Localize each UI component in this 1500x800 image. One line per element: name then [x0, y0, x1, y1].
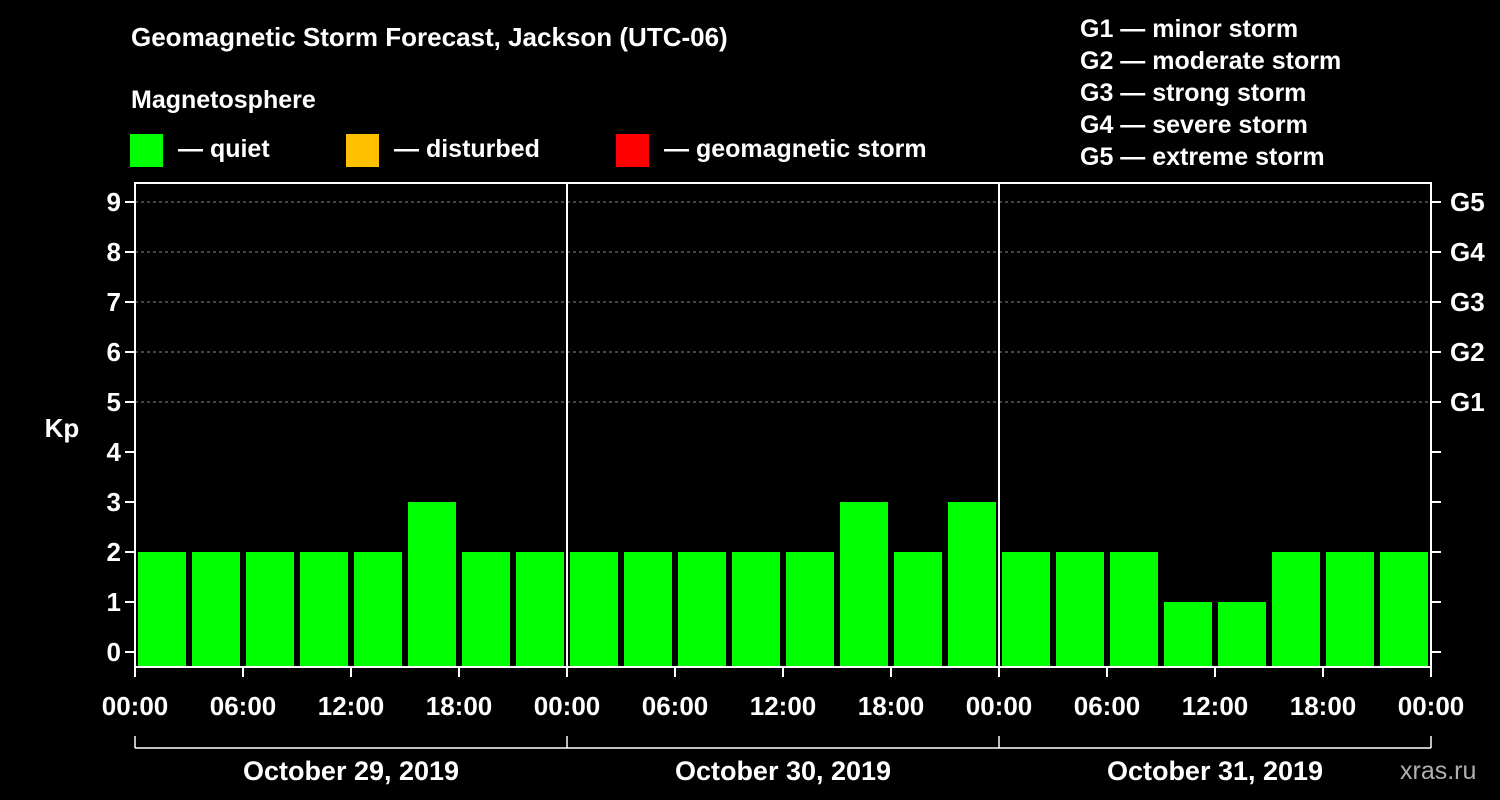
- storm-level-label-g1: G1: [1450, 387, 1485, 417]
- legend-swatch-quiet: [130, 134, 163, 167]
- storm-level-g3: G3 — strong storm: [1080, 79, 1307, 107]
- y-tick-label-0: 0: [107, 637, 121, 667]
- bar-18: [1110, 552, 1158, 667]
- day-label-0: October 29, 2019: [243, 756, 459, 786]
- bar-2: [246, 552, 294, 667]
- bar-14: [894, 552, 942, 667]
- bar-19: [1164, 602, 1212, 667]
- day-label-2: October 31, 2019: [1107, 756, 1323, 786]
- bar-7: [516, 552, 564, 667]
- day-label-1: October 30, 2019: [675, 756, 891, 786]
- x-tick-label-12: 00:00: [1398, 691, 1465, 721]
- bar-17: [1056, 552, 1104, 667]
- y-tick-label-9: 9: [107, 187, 121, 217]
- bar-15: [948, 502, 996, 667]
- x-tick-label-7: 18:00: [858, 691, 925, 721]
- legend-label-quiet: — quiet: [178, 135, 270, 163]
- x-tick-label-6: 12:00: [750, 691, 817, 721]
- y-tick-label-3: 3: [107, 487, 121, 517]
- x-tick-label-0: 00:00: [102, 691, 169, 721]
- storm-level-g1: G1 — minor storm: [1080, 15, 1299, 43]
- legend-swatch-disturbed: [346, 134, 379, 167]
- bar-23: [1380, 552, 1428, 667]
- bar-16: [1002, 552, 1050, 667]
- x-tick-label-11: 18:00: [1290, 691, 1357, 721]
- storm-level-label-g2: G2: [1450, 337, 1485, 367]
- x-tick-label-2: 12:00: [318, 691, 385, 721]
- y-tick-label-5: 5: [107, 387, 121, 417]
- bar-6: [462, 552, 510, 667]
- legend-label-storm: — geomagnetic storm: [664, 135, 927, 163]
- bar-8: [570, 552, 618, 667]
- bar-9: [624, 552, 672, 667]
- bar-0: [138, 552, 186, 667]
- legend-label-disturbed: — disturbed: [394, 135, 540, 163]
- storm-level-label-g4: G4: [1450, 237, 1485, 267]
- y-tick-label-7: 7: [107, 287, 121, 317]
- y-axis-label: Kp: [45, 413, 80, 443]
- legend-title: Magnetosphere: [131, 86, 316, 114]
- storm-level-legend: G1 — minor storm G2 — moderate storm G3 …: [1080, 13, 1341, 173]
- storm-level-label-g5: G5: [1450, 187, 1485, 217]
- y-tick-label-8: 8: [107, 237, 121, 267]
- y-tick-label-1: 1: [107, 587, 121, 617]
- x-tick-label-3: 18:00: [426, 691, 493, 721]
- bar-12: [786, 552, 834, 667]
- y-tick-label-2: 2: [107, 537, 121, 567]
- x-tick-label-8: 00:00: [966, 691, 1033, 721]
- bar-5: [408, 502, 456, 667]
- x-tick-label-5: 06:00: [642, 691, 709, 721]
- x-tick-label-10: 12:00: [1182, 691, 1249, 721]
- bar-20: [1218, 602, 1266, 667]
- bar-13: [840, 502, 888, 667]
- bar-4: [354, 552, 402, 667]
- bar-22: [1326, 552, 1374, 667]
- watermark: xras.ru: [1400, 757, 1477, 785]
- y-tick-label-4: 4: [107, 437, 122, 467]
- storm-level-g5: G5 — extreme storm: [1080, 143, 1325, 171]
- bar-11: [732, 552, 780, 667]
- storm-level-g4: G4 — severe storm: [1080, 111, 1308, 139]
- x-tick-label-1: 06:00: [210, 691, 277, 721]
- bar-3: [300, 552, 348, 667]
- legend-swatch-storm: [616, 134, 649, 167]
- bar-1: [192, 552, 240, 667]
- bar-10: [678, 552, 726, 667]
- bar-21: [1272, 552, 1320, 667]
- storm-level-label-g3: G3: [1450, 287, 1485, 317]
- y-tick-label-6: 6: [107, 337, 121, 367]
- x-tick-label-9: 06:00: [1074, 691, 1141, 721]
- storm-level-g2: G2 — moderate storm: [1080, 47, 1342, 75]
- chart-title: Geomagnetic Storm Forecast, Jackson (UTC…: [131, 22, 728, 52]
- x-tick-label-4: 00:00: [534, 691, 601, 721]
